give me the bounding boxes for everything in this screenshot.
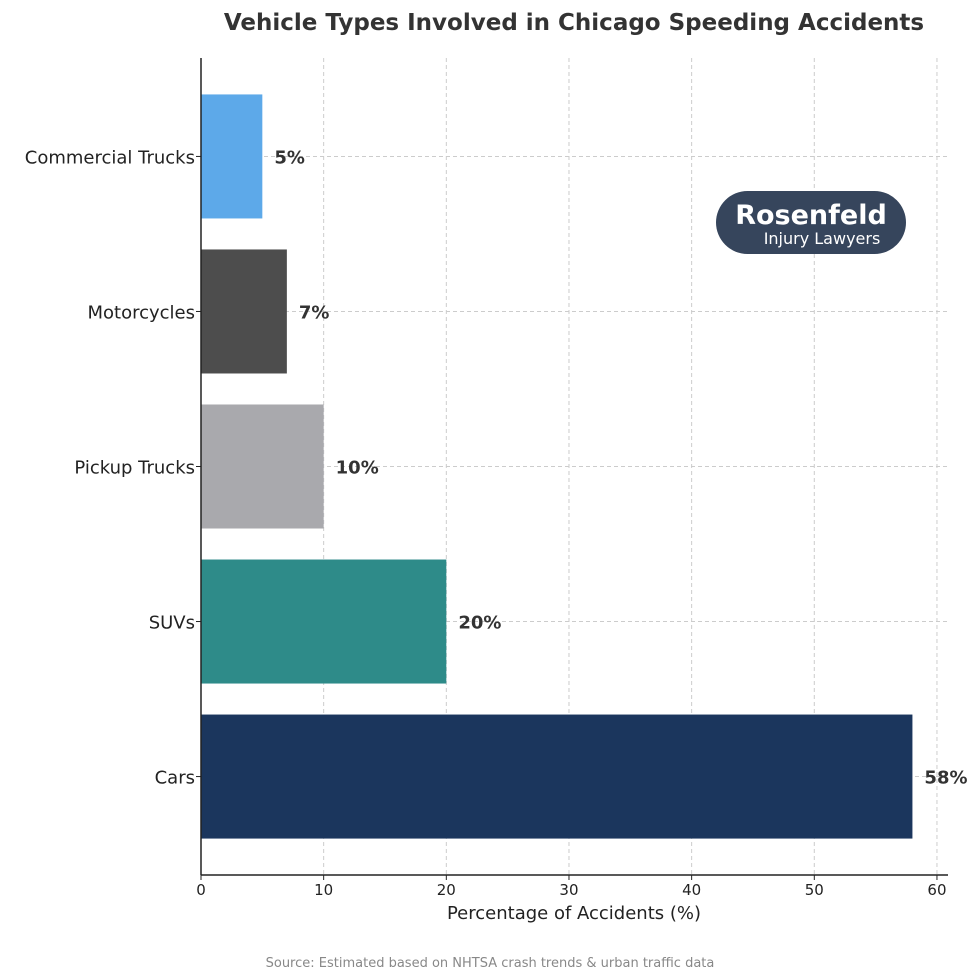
x-tick-label: 40 [682,881,701,899]
y-tick-label: Pickup Trucks [74,458,195,479]
svg-text:Injury Lawyers: Injury Lawyers [764,229,881,248]
y-tick-label: Motorcycles [87,302,195,323]
y-tick-label: SUVs [149,613,195,634]
source-note: Source: Estimated based on NHTSA crash t… [266,956,715,971]
y-tick-label: Cars [155,768,195,789]
x-tick-label: 0 [196,881,206,899]
data-label: 20% [458,613,501,634]
data-label: 10% [336,458,379,479]
chart-title: Vehicle Types Involved in Chicago Speedi… [224,10,924,36]
x-tick-label: 20 [437,881,456,899]
bar-motorcycles [201,249,287,374]
y-tick-label: Commercial Trucks [25,147,195,168]
data-label: 7% [299,302,330,323]
x-tick-label: 30 [559,881,578,899]
x-tick-label: 60 [927,881,946,899]
bar-cars [201,714,913,839]
bar-suvs [201,559,447,684]
svg-text:Rosenfeld: Rosenfeld [735,200,887,231]
x-axis-label: Percentage of Accidents (%) [447,903,701,924]
rosenfeld-logo: Rosenfeld Injury Lawyers [716,191,906,254]
x-tick-label: 10 [314,881,333,899]
x-tick-label: 50 [805,881,824,899]
data-label: 58% [924,768,967,789]
bar-commercial-trucks [201,94,263,219]
data-label: 5% [274,147,305,168]
bar-pickup-trucks [201,404,324,529]
